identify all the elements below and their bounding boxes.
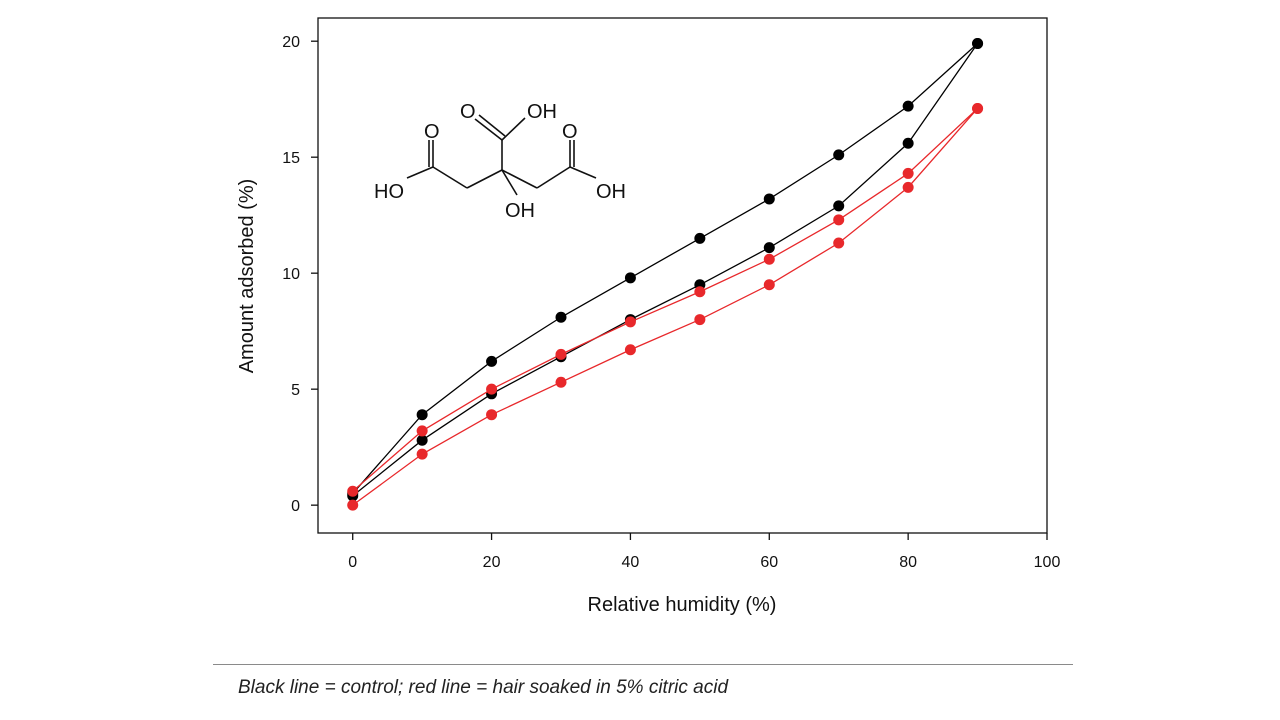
x-tick-label: 80	[899, 554, 917, 571]
label-o-top: O	[460, 101, 476, 123]
data-point	[833, 149, 845, 161]
x-tick-label: 0	[348, 554, 357, 571]
data-point	[416, 409, 428, 421]
label-oh-right: OH	[596, 181, 626, 203]
data-point	[763, 193, 775, 205]
series-line-2	[352, 43, 979, 494]
data-point	[555, 311, 567, 323]
data-point	[972, 102, 984, 114]
data-point	[555, 376, 567, 388]
x-axis-title: Relative humidity (%)	[588, 594, 777, 616]
label-o-left: O	[424, 121, 440, 143]
caption-divider	[213, 664, 1073, 665]
data-point	[694, 286, 706, 298]
y-tick-label: 5	[291, 382, 300, 399]
data-point	[763, 242, 775, 254]
x-tick-label: 20	[483, 554, 501, 571]
plot-frame	[317, 17, 1048, 534]
data-point	[624, 272, 636, 284]
data-point	[833, 214, 845, 226]
y-axis-title: Amount adsorbed (%)	[236, 179, 258, 374]
data-point	[902, 137, 914, 149]
series-line-1	[352, 43, 979, 497]
data-point	[624, 344, 636, 356]
data-point	[486, 383, 498, 395]
y-tick-label: 20	[282, 34, 300, 51]
series-line-3	[352, 108, 979, 506]
data-point	[902, 100, 914, 112]
x-tick-label: 60	[760, 554, 778, 571]
citric-acid-structure: O OH O O HO OH OH	[374, 101, 626, 222]
data-point	[416, 425, 428, 437]
data-point	[833, 200, 845, 212]
y-tick-label: 10	[282, 266, 300, 283]
data-point	[486, 409, 498, 421]
data-point	[763, 279, 775, 291]
y-tick-label: 15	[282, 150, 300, 167]
data-point	[833, 237, 845, 249]
label-ho-left: HO	[374, 181, 404, 203]
data-point	[694, 314, 706, 326]
data-point	[347, 499, 359, 511]
data-point	[486, 355, 498, 367]
adsorption-chart: 0 20 40 60 80 100 0 5 10 15 20 Relative humidity (…	[236, 17, 1060, 616]
y-tick-label: 0	[291, 498, 300, 515]
axes-layer: 0 20 40 60 80 100 0 5 10 15 20	[282, 34, 1060, 571]
x-tick-label: 100	[1034, 554, 1061, 571]
data-point	[902, 167, 914, 179]
data-point	[416, 434, 428, 446]
x-tick-label: 40	[622, 554, 640, 571]
label-o-right: O	[562, 121, 578, 143]
data-point	[902, 181, 914, 193]
data-point	[624, 316, 636, 328]
label-oh-top: OH	[527, 101, 557, 123]
series-layer	[347, 38, 984, 511]
data-point	[763, 253, 775, 265]
data-point	[347, 485, 359, 497]
label-oh-center: OH	[505, 200, 535, 222]
data-point	[416, 448, 428, 460]
data-point	[694, 232, 706, 244]
data-point	[972, 38, 984, 50]
figure-caption: Black line = control; red line = hair so…	[238, 677, 729, 698]
series-line-4	[352, 107, 979, 492]
data-point	[555, 348, 567, 360]
